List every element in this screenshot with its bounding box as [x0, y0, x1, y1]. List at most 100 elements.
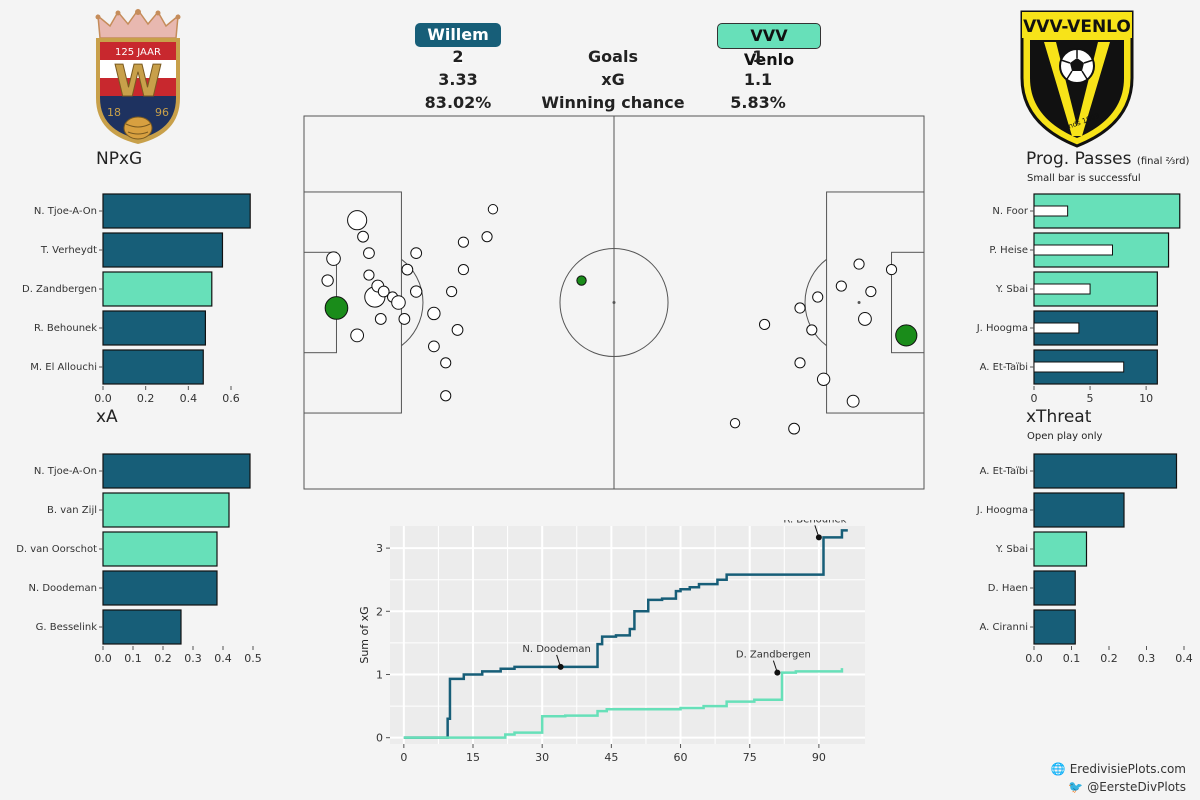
bar [1033, 531, 1088, 567]
successful-bar [1033, 205, 1069, 217]
prog-passes-title-note: (final ⅔rd) [1136, 156, 1190, 167]
shot [401, 263, 414, 276]
category-label: Y. Sbai [995, 544, 1028, 555]
tick-label: 0 [400, 751, 407, 764]
category-label: Y. Sbai [995, 284, 1028, 295]
away-xg-line [403, 668, 844, 739]
shot [812, 291, 824, 303]
cumulative-xg-chart: 0 15 30 45 60 75 90 0 1 2 3 Sum of xG N. Doodeman D. … [358, 520, 865, 764]
shot [428, 340, 440, 353]
tick-label: 0.2 [1100, 652, 1118, 665]
successful-bar [1033, 283, 1091, 295]
tick-label: 0.1 [1063, 652, 1081, 665]
tick-label: 10 [1139, 392, 1153, 405]
shot [440, 390, 452, 402]
shot [846, 394, 860, 408]
shot [321, 274, 334, 287]
six-yard-box-left [303, 251, 337, 354]
shot [835, 280, 847, 292]
category-label: N. Tjoe-A-On [34, 206, 97, 217]
shot [729, 417, 741, 429]
shot-goal [895, 324, 918, 347]
category-label: N. Doodeman [29, 583, 97, 594]
penalty-arc-left [401, 258, 424, 347]
tick-label: 3 [376, 542, 383, 555]
football-icon [1059, 48, 1095, 84]
home-xg-line [403, 529, 848, 739]
globe-icon: 🌐 [1050, 762, 1066, 776]
bar [102, 349, 204, 385]
annotation-label: D. Zandbergen [736, 650, 811, 661]
tick-label: 0.2 [154, 652, 172, 665]
penalty-area-left [303, 191, 402, 414]
logo-year-left: 18 [107, 106, 121, 119]
shot-goal [576, 275, 587, 286]
willem-ii-logo: 125 JAAR W 18 96 [95, 8, 181, 144]
shot [794, 357, 806, 369]
shot [398, 313, 411, 325]
prog-passes-subtitle: Small bar is successful [1027, 173, 1141, 184]
xthreat-title: xThreat [1026, 407, 1092, 427]
home-team-badge: Willem II [415, 23, 501, 68]
shot [386, 291, 399, 303]
winning-chance-label: Winning chance [541, 93, 685, 112]
tick-label: 0.6 [222, 392, 240, 405]
category-label: A. Ciranni [980, 622, 1028, 633]
category-label: D. van Oorschot [16, 544, 97, 555]
npxg-title: NPxG [96, 149, 143, 169]
tick-label: 60 [674, 751, 688, 764]
category-label: M. El Allouchi [30, 362, 97, 373]
tick-label: 1 [376, 668, 383, 681]
bar [102, 310, 207, 346]
npxg-bar-chart: N. Tjoe-A-On T. Verheydt D. Zandbergen R. B… [22, 193, 251, 405]
shot [806, 324, 818, 336]
annotation-point [557, 663, 564, 670]
tick-label: 0.0 [94, 392, 112, 405]
home-goals: 2 [452, 47, 464, 66]
shot [816, 372, 831, 386]
tick-label: 2 [376, 605, 383, 618]
shot [391, 295, 406, 310]
category-label: G. Besselink [36, 622, 98, 633]
logo-year-right: 96 [155, 106, 169, 119]
category-label: D. Zandbergen [22, 284, 97, 295]
shot [457, 264, 470, 276]
prog-passes-bar-chart: N. Foor P. Heise Y. Sbai J. Hoogma A. Et-Taï… [976, 193, 1181, 405]
xthreat-bar-chart: A. Et-Taïbi J. Hoogma Y. Sbai D. Haen A. Cir… [976, 453, 1193, 665]
category-label: A. Et-Taïbi [980, 362, 1028, 373]
shot [371, 279, 385, 293]
shot [363, 247, 375, 260]
bar [102, 609, 182, 645]
penalty-spot-right [857, 301, 861, 304]
tick-label: 0.4 [1175, 652, 1193, 665]
category-label: B. van Zijl [47, 505, 97, 516]
shot [481, 231, 493, 243]
shot [427, 306, 441, 321]
footer-site[interactable]: 🌐 EredivisiePlots.com [1051, 762, 1186, 776]
tick-label: 0.5 [244, 652, 262, 665]
xg-label: xG [601, 70, 625, 89]
tick-label: 0.3 [1138, 652, 1156, 665]
tick-label: 30 [535, 751, 549, 764]
tick-label: 5 [1087, 392, 1094, 405]
category-label: R. Behounek [34, 323, 97, 334]
footer-twitter[interactable]: 🐦 @EersteDivPlots [1068, 780, 1186, 794]
shot [347, 210, 368, 231]
footer-site-text: EredivisiePlots.com [1069, 762, 1186, 776]
away-goals: 1 [752, 47, 764, 66]
bar [102, 193, 251, 229]
category-label: P. Heise [989, 245, 1028, 256]
tick-label: 0.4 [180, 392, 198, 405]
tick-label: 0.0 [94, 652, 112, 665]
bar [1033, 609, 1076, 645]
prog-passes-title: Prog. Passes (final ⅔rd) [1026, 149, 1189, 169]
category-label: D. Haen [988, 583, 1028, 594]
annotation-label: R. Behounek [783, 520, 846, 525]
tick-label: 90 [812, 751, 826, 764]
logo-banner-text: 125 JAAR [115, 47, 161, 58]
category-label: J. Hoogma [976, 323, 1028, 334]
goals-label: Goals [588, 47, 638, 66]
shot [363, 269, 375, 281]
shot [853, 258, 865, 270]
shot [885, 264, 898, 276]
